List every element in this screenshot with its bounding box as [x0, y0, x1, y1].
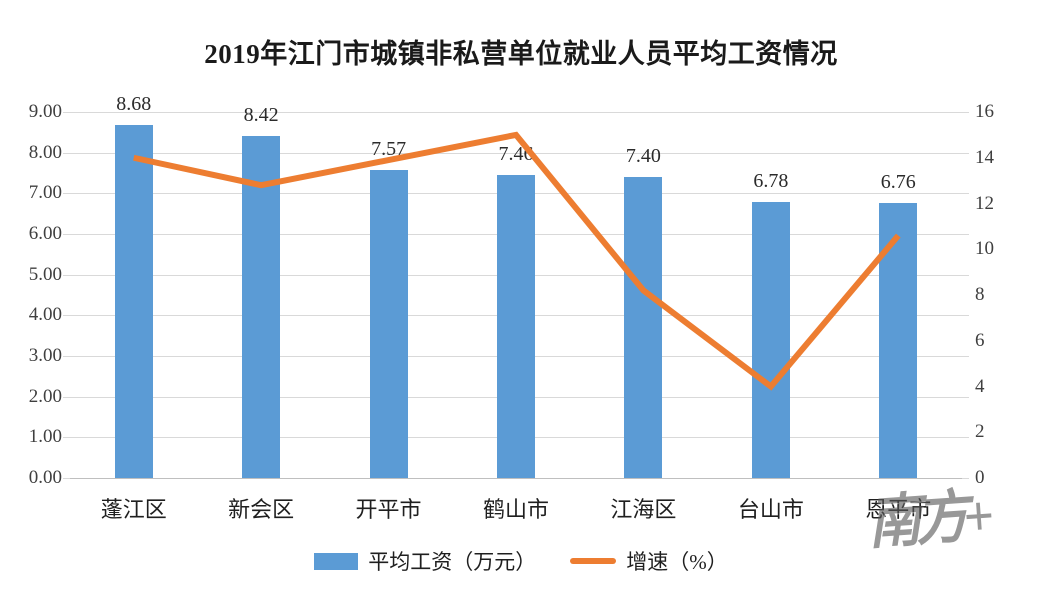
gridline [70, 112, 962, 113]
right-axis-tick-label: 8 [975, 284, 985, 305]
tick-mark [63, 234, 70, 235]
chart-legend: 平均工资（万元） 增速（%） [0, 546, 1042, 576]
tick-mark [962, 478, 969, 479]
bar-value-label: 8.42 [243, 103, 279, 126]
left-value-axis: 0.00 1.00 2.00 3.00 4.00 5.00 6.00 7.00 8.00 9.00 [6, 101, 62, 488]
plot-area: 8.68 8.42 7.57 7.46 7.40 6.78 6.76 [63, 93, 969, 479]
gridline [70, 478, 962, 479]
left-axis-tick-label: 2.00 [28, 385, 62, 407]
tick-mark [63, 112, 70, 113]
tick-mark [63, 315, 70, 317]
tick-mark [962, 315, 969, 317]
bar-value-label: 7.46 [498, 142, 534, 165]
right-axis-tick-label: 6 [975, 329, 985, 351]
tick-mark [962, 396, 969, 398]
category-label: 鹤山市 [482, 497, 550, 522]
left-axis-tick-label: 8.00 [28, 141, 62, 163]
bar-value-label: 7.57 [371, 138, 407, 161]
tick-mark [962, 112, 969, 113]
tick-mark [962, 356, 969, 357]
tick-mark [962, 152, 969, 154]
left-axis-tick-label: 5.00 [28, 263, 62, 285]
bar-value-label: 6.76 [880, 171, 916, 194]
right-axis-tick-label: 14 [975, 146, 994, 168]
category-label: 恩平市 [865, 497, 932, 522]
right-axis-tick-label: 12 [975, 192, 994, 214]
legend-item-average-wage[interactable]: 平均工资（万元） [314, 546, 536, 576]
bar-swatch-icon [314, 552, 359, 570]
right-axis-tick-label: 10 [975, 238, 994, 260]
tick-mark [962, 437, 969, 439]
category-label: 开平市 [355, 497, 422, 522]
right-axis-tick-label: 4 [975, 375, 985, 397]
legend-label-growth-rate: 增速（%） [626, 550, 728, 574]
tick-mark [962, 234, 969, 235]
tick-mark [63, 396, 70, 398]
bar-value-label: 7.40 [625, 145, 661, 168]
category-label: 江海区 [610, 497, 677, 522]
left-axis-tick-label: 9.00 [28, 101, 62, 122]
bar-value-label: 6.78 [753, 170, 789, 193]
tick-mark [63, 437, 70, 439]
line-swatch-icon [570, 558, 617, 564]
right-axis-tick-label: 2 [975, 421, 985, 443]
left-axis-tick-label: 6.00 [28, 223, 62, 244]
bar[interactable] [751, 202, 790, 478]
category-axis: 蓬江区 新会区 开平市 鹤山市 江海区 台山市 恩平市 [70, 492, 962, 528]
bar[interactable] [114, 125, 153, 478]
bar[interactable] [369, 170, 408, 478]
right-axis-tick-label: 0 [975, 467, 985, 488]
tick-mark [63, 193, 70, 195]
left-axis-tick-label: 4.00 [28, 304, 62, 326]
left-axis-tick-label: 0.00 [28, 467, 62, 488]
tick-mark [63, 152, 70, 154]
tick-mark [962, 193, 969, 195]
legend-item-growth-rate[interactable]: 增速（%） [570, 546, 728, 576]
right-axis-tick-label: 16 [975, 101, 994, 122]
tick-mark [63, 478, 70, 479]
right-value-axis: 0 2 4 6 8 10 12 14 16 [975, 101, 1031, 488]
legend-label-average-wage: 平均工资（万元） [368, 550, 537, 574]
tick-mark [63, 356, 70, 357]
bar[interactable] [879, 203, 918, 478]
left-axis-tick-label: 7.00 [28, 182, 62, 204]
category-label: 台山市 [737, 497, 804, 522]
tick-mark [63, 274, 70, 276]
tick-mark [962, 274, 969, 276]
bar[interactable] [624, 177, 663, 478]
bar-value-label: 8.68 [116, 93, 152, 116]
bar[interactable] [497, 174, 535, 478]
bar[interactable] [242, 135, 281, 478]
category-label: 蓬江区 [100, 497, 167, 522]
left-axis-tick-label: 3.00 [28, 345, 62, 366]
left-axis-tick-label: 1.00 [28, 426, 62, 448]
category-label: 新会区 [228, 497, 295, 522]
chart-title: 2019年江门市城镇非私营单位就业人员平均工资情况 [204, 39, 838, 69]
